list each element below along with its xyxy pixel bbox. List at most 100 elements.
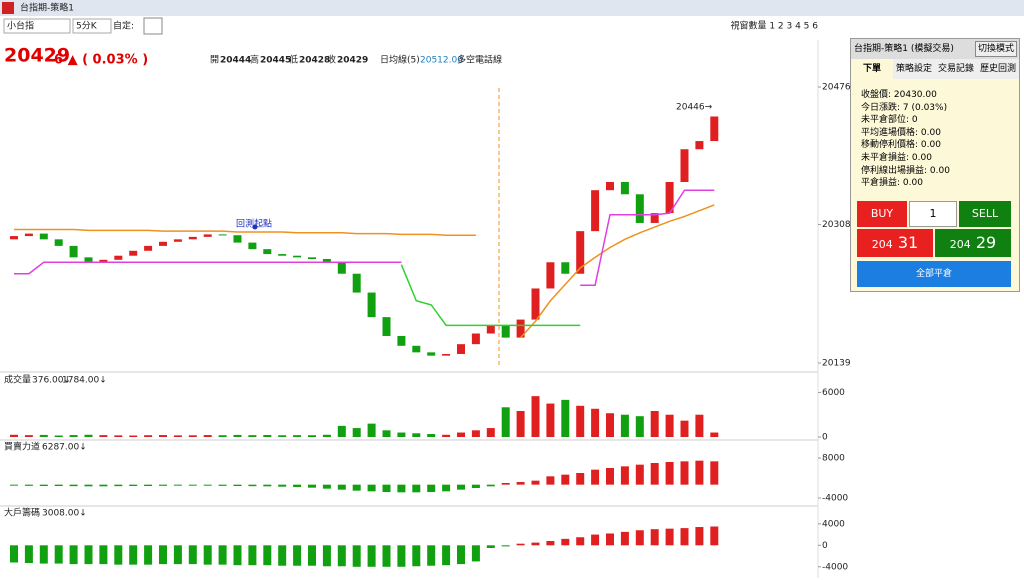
bar — [293, 484, 302, 487]
candle — [114, 255, 123, 260]
bar — [54, 484, 63, 486]
panel-title: 買賣力道 — [4, 441, 40, 453]
bar — [218, 484, 227, 486]
bar — [412, 545, 421, 567]
candle — [308, 257, 316, 259]
bar — [546, 541, 555, 546]
bar — [144, 435, 153, 437]
panel-title: 台指期-策略1 (模擬交易) — [854, 44, 954, 54]
tab[interactable]: 交易記錄 — [937, 64, 974, 74]
bar — [24, 484, 33, 486]
bar — [278, 484, 287, 487]
candle — [337, 262, 346, 274]
candle — [248, 242, 257, 250]
candle — [278, 254, 287, 256]
bar — [442, 484, 451, 492]
trade-box: BUY 1 SELL 204 31 204 29 — [857, 201, 1011, 257]
bar — [382, 484, 391, 492]
custom-input[interactable] — [143, 17, 163, 35]
bar — [710, 526, 719, 546]
bar — [188, 545, 197, 565]
bar — [69, 435, 78, 437]
panel-value: 376.00↓ — [32, 376, 71, 386]
candle — [382, 317, 391, 336]
panel-header: 台指期-策略1 (模擬交易) 切換模式 — [851, 39, 1019, 59]
close-all[interactable]: 全部平倉 — [857, 261, 1011, 287]
candle — [486, 325, 495, 334]
candle — [680, 149, 689, 183]
candle — [516, 319, 525, 338]
candle — [203, 234, 212, 237]
close: 20429 — [337, 56, 368, 66]
symbol-select[interactable] — [3, 18, 71, 34]
start-dot — [252, 224, 258, 230]
bar — [159, 435, 167, 437]
bar — [620, 466, 629, 485]
y-tick-label: 20476 — [822, 83, 851, 93]
bar — [337, 425, 346, 437]
candle — [397, 335, 406, 346]
bar — [367, 423, 376, 437]
bar — [516, 543, 525, 546]
bar — [471, 484, 480, 488]
custom-label: 自定: — [113, 20, 134, 32]
tab[interactable]: 策略設定 — [895, 64, 932, 74]
low: 20428 — [299, 56, 330, 66]
bar — [54, 435, 63, 437]
bar — [620, 414, 629, 437]
bar — [695, 414, 704, 437]
candle — [665, 182, 674, 214]
bar — [173, 545, 182, 565]
bar — [442, 434, 451, 437]
y-tick-label: 20139 — [822, 359, 851, 369]
candle — [576, 231, 585, 274]
bar — [114, 545, 123, 565]
panel-value: 3008.00↓ — [42, 509, 87, 519]
bar — [427, 434, 436, 437]
bar — [397, 432, 406, 437]
info-line: 今日漲跌: 7 (0.03%) — [861, 102, 948, 113]
switch-mode[interactable]: 切換模式 — [974, 41, 1017, 57]
bar — [397, 484, 406, 493]
bar — [695, 527, 704, 546]
bar — [665, 462, 674, 485]
bar — [606, 413, 614, 437]
tab[interactable]: 下單 — [851, 59, 893, 79]
ask[interactable]: 204 29 — [935, 229, 1011, 257]
bid-b: 31 — [897, 233, 919, 252]
bar — [218, 435, 227, 437]
bar — [263, 545, 272, 566]
bar — [546, 403, 555, 437]
bar — [84, 545, 93, 565]
sell-button[interactable]: SELL — [959, 201, 1011, 227]
bar — [531, 396, 540, 437]
bar — [546, 476, 555, 485]
bar — [233, 484, 242, 486]
high-label: 高 — [250, 54, 259, 66]
bar — [531, 542, 540, 546]
bar — [159, 484, 167, 486]
buy-button[interactable]: BUY — [857, 201, 907, 227]
bar — [69, 484, 78, 487]
bar — [427, 484, 436, 492]
line-ma — [14, 204, 715, 339]
candle — [620, 182, 629, 195]
bar — [293, 545, 302, 566]
qty[interactable]: 1 — [909, 201, 957, 227]
y-tick-label: 8000 — [822, 454, 845, 464]
bar — [486, 545, 495, 548]
bar — [486, 428, 495, 437]
ask-b: 29 — [975, 233, 997, 252]
candle — [501, 325, 510, 338]
bid[interactable]: 204 31 — [857, 229, 933, 257]
tab[interactable]: 歷史回測 — [979, 64, 1016, 74]
period-select[interactable] — [72, 18, 112, 34]
bar — [10, 545, 18, 563]
bar — [531, 480, 540, 485]
bar — [457, 432, 465, 437]
info-line: 停利線出場損益: 0.00 — [861, 165, 950, 176]
bar — [10, 484, 18, 486]
bar — [129, 484, 138, 486]
